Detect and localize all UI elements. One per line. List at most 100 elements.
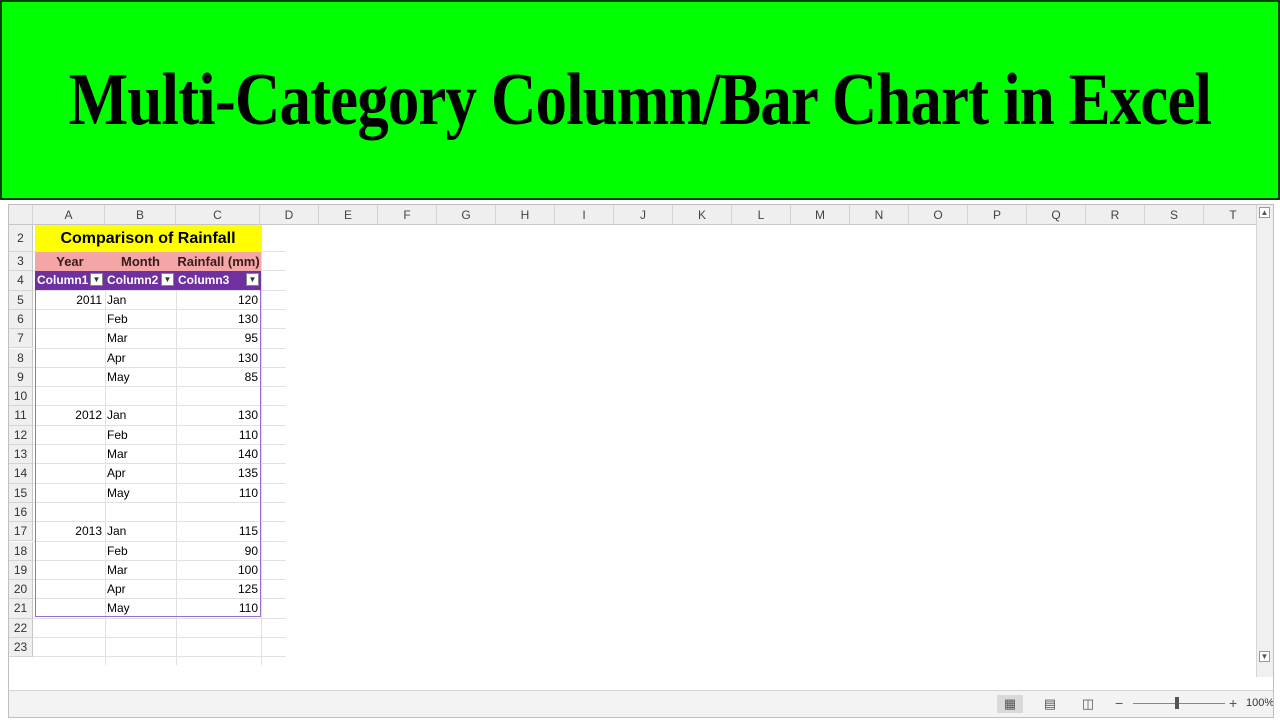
column-header[interactable]: S <box>1145 205 1204 225</box>
zoom-in-button[interactable]: + <box>1229 695 1238 711</box>
table-cell[interactable]: Feb <box>107 427 128 442</box>
table-cell[interactable]: May <box>107 601 130 616</box>
table-cell[interactable]: 85 <box>244 369 258 384</box>
row-header[interactable]: 14 <box>9 464 33 484</box>
row-header[interactable]: 21 <box>9 599 33 619</box>
column-header[interactable]: G <box>437 205 496 225</box>
page-break-icon[interactable]: ◫ <box>1081 696 1095 711</box>
row-header[interactable]: 19 <box>9 560 33 581</box>
table-cell[interactable]: Apr <box>107 350 126 365</box>
column-header[interactable]: B <box>105 205 176 225</box>
scroll-down-icon[interactable]: ▼ <box>1259 651 1270 662</box>
table-header-cell[interactable]: Year <box>35 252 105 271</box>
row-header[interactable]: 7 <box>9 329 33 349</box>
table-cell[interactable]: 2013 <box>75 524 102 539</box>
zoom-level[interactable]: 100% <box>1246 697 1274 709</box>
row-header[interactable]: 5 <box>9 290 33 310</box>
table-cell[interactable]: Apr <box>107 582 126 597</box>
column-header[interactable]: J <box>614 205 673 225</box>
column-header[interactable]: R <box>1086 205 1145 225</box>
column-header[interactable]: L <box>732 205 791 225</box>
column-header[interactable]: A <box>33 205 105 225</box>
zoom-slider-thumb[interactable] <box>1175 697 1179 709</box>
table-cell[interactable]: 130 <box>237 408 258 423</box>
table-cell[interactable]: Jan <box>107 292 127 307</box>
column-header[interactable]: N <box>850 205 909 225</box>
row-header[interactable]: 6 <box>9 309 33 330</box>
filter-dropdown-icon[interactable]: ▼ <box>246 273 259 286</box>
column-header[interactable]: E <box>319 205 378 225</box>
filter-header-label: Column2 <box>107 273 159 287</box>
zoom-out-button[interactable]: − <box>1115 695 1124 711</box>
table-header-cell[interactable]: Rainfall (mm) <box>176 252 261 271</box>
table-cell[interactable]: 115 <box>238 524 258 539</box>
vertical-scrollbar[interactable]: ▲ ▼ <box>1256 205 1273 677</box>
table-cell[interactable]: May <box>107 485 130 500</box>
table-cell[interactable]: Feb <box>107 311 128 326</box>
table-cell[interactable]: 140 <box>237 447 258 461</box>
table-cell[interactable]: 2011 <box>76 292 102 307</box>
row-header[interactable]: 4 <box>9 271 33 291</box>
table-cell[interactable]: 130 <box>237 350 258 365</box>
table-cell[interactable]: 130 <box>237 311 258 326</box>
column-header[interactable]: C <box>176 205 260 225</box>
row-header[interactable]: 9 <box>9 367 33 388</box>
row-header[interactable]: 8 <box>9 348 33 368</box>
filter-header-cell[interactable]: Column1 ▼ <box>35 271 105 290</box>
table-cell[interactable]: 125 <box>237 582 258 597</box>
gridline <box>33 598 286 600</box>
scroll-up-icon[interactable]: ▲ <box>1259 207 1270 218</box>
row-header[interactable]: 3 <box>9 252 33 272</box>
column-header[interactable]: F <box>378 205 437 225</box>
table-cell[interactable]: 2012 <box>75 408 102 423</box>
table-cell[interactable]: 90 <box>244 543 258 558</box>
column-header[interactable]: P <box>968 205 1027 225</box>
table-cell[interactable]: 110 <box>238 485 258 500</box>
table-cell[interactable]: 110 <box>238 601 258 616</box>
table-cell[interactable]: May <box>107 369 130 384</box>
table-cell[interactable]: Jan <box>107 524 127 539</box>
row-header[interactable]: 15 <box>9 483 33 503</box>
table-cell[interactable]: 120 <box>237 292 258 307</box>
column-header[interactable]: O <box>909 205 968 225</box>
filter-dropdown-icon[interactable]: ▼ <box>161 273 174 286</box>
row-header[interactable]: 16 <box>9 502 33 523</box>
row-header[interactable]: 10 <box>9 387 33 407</box>
table-cell[interactable]: 95 <box>244 331 258 346</box>
table-header-cell[interactable]: Month <box>105 252 176 271</box>
column-header[interactable]: Q <box>1027 205 1086 225</box>
column-header[interactable]: K <box>673 205 732 225</box>
filter-header-cell[interactable]: Column2 ▼ <box>105 271 176 290</box>
row-header[interactable]: 2 <box>9 225 33 252</box>
filter-dropdown-icon[interactable]: ▼ <box>90 273 103 286</box>
row-header[interactable]: 23 <box>9 638 33 658</box>
row-header[interactable]: 18 <box>9 541 33 561</box>
table-cell[interactable]: 100 <box>237 562 258 577</box>
table-cell[interactable]: 135 <box>237 466 258 481</box>
column-header[interactable]: I <box>555 205 614 225</box>
table-cell[interactable]: Mar <box>107 562 128 577</box>
table-cell[interactable]: Mar <box>107 331 128 346</box>
column-header[interactable]: H <box>496 205 555 225</box>
column-header[interactable]: M <box>791 205 850 225</box>
table-cell[interactable]: Feb <box>107 543 128 558</box>
table-cell[interactable]: Apr <box>107 466 126 481</box>
column-header[interactable]: T <box>1204 205 1263 225</box>
page-layout-icon[interactable]: ▤ <box>1043 696 1057 711</box>
table-cell[interactable]: Jan <box>107 408 127 423</box>
grid-view-icon[interactable]: ▦ <box>997 695 1023 713</box>
row-header[interactable]: 17 <box>9 522 33 542</box>
column-header[interactable]: D <box>260 205 319 225</box>
table-cell[interactable]: 110 <box>238 427 258 442</box>
zoom-slider[interactable] <box>1133 703 1225 704</box>
row-header[interactable]: 11 <box>9 406 33 426</box>
row-header[interactable]: 22 <box>9 618 33 638</box>
row-header[interactable]: 12 <box>9 425 33 445</box>
row-header[interactable]: 20 <box>9 580 33 600</box>
table-cell[interactable]: Mar <box>107 447 128 461</box>
chart-area[interactable]: Comparison of RainfallRainfall (mm)02040… <box>292 225 1252 685</box>
select-all-corner[interactable] <box>9 205 33 225</box>
filter-header-cell[interactable]: Column3 ▼ <box>176 271 261 290</box>
table-title-cell[interactable]: Comparison of Rainfall <box>35 225 261 252</box>
row-header[interactable]: 13 <box>9 445 33 465</box>
